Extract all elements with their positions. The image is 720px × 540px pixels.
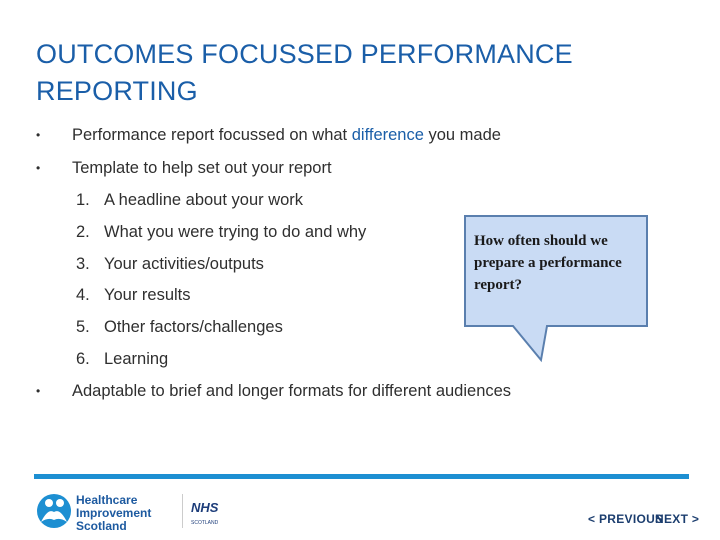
nhs-sub-text: SCOTLAND: [191, 520, 219, 526]
highlighted-word: difference: [351, 126, 424, 144]
previous-button[interactable]: < PREVIOUS: [588, 512, 664, 526]
bullet-performance-report: • Performance report focussed on what di…: [36, 124, 636, 146]
list-item: 4. Your results: [76, 286, 191, 304]
bullet-marker: •: [36, 128, 41, 142]
bullet-text: Adaptable to brief and longer formats fo…: [72, 382, 512, 400]
logo-line-3: Scotland: [76, 519, 127, 532]
bullet-text: Performance report focussed on what diff…: [72, 124, 501, 146]
list-item: 2. What you were trying to do and why: [76, 223, 367, 241]
callout-text: How often should we prepare a performanc…: [474, 233, 622, 293]
footer-divider: [34, 474, 689, 479]
list-item: 6. Learning: [76, 350, 169, 368]
bullet-template: • Template to help set out your report: [36, 157, 636, 179]
bullet-adaptable: • Adaptable to brief and longer formats …: [36, 380, 676, 402]
bullet-marker: •: [36, 161, 41, 175]
bullet-text: Template to help set out your report: [72, 159, 332, 177]
list-item: 3. Your activities/outputs: [76, 255, 264, 273]
slide-title: OUTCOMES FOCUSSED PERFORMANCE REPORTING: [36, 39, 573, 106]
nhs-logo-text: NHS: [191, 500, 219, 515]
bullet-text-before: Performance report focussed on what: [72, 126, 352, 144]
speech-bubble-callout: [464, 215, 648, 363]
bullet-marker: •: [36, 384, 41, 398]
logo-line-2: Improvement: [76, 506, 151, 520]
list-item: 5. Other factors/challenges: [76, 318, 283, 336]
logo-line-1: Healthcare: [76, 493, 138, 507]
healthcare-improvement-scotland-logo: Healthcare Improvement Scotland NHS SCOT…: [37, 493, 219, 532]
bullet-text-after: you made: [423, 126, 501, 144]
list-item: 1. A headline about your work: [76, 191, 304, 209]
next-button[interactable]: NEXT >: [655, 512, 700, 526]
